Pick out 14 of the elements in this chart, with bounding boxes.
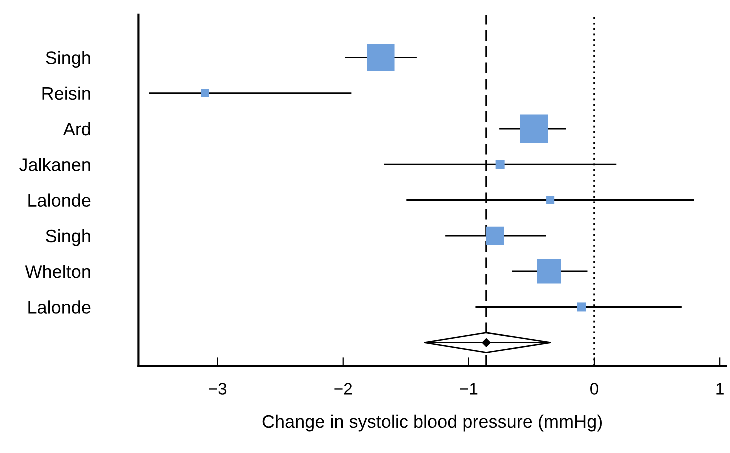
y-tick-label: Singh [46, 51, 90, 68]
x-axis-title: Change in systolic blood pressure (mmHg) [262, 414, 602, 432]
x-tick-label: −1 [460, 383, 478, 395]
x-tick-label: 0 [590, 383, 598, 395]
x-tick-label: 1 [716, 383, 724, 395]
y-tick-label: Reisin [42, 86, 90, 100]
y-tick-label: Ard [63, 122, 90, 136]
y-tick-label: Jalkanen [19, 158, 90, 172]
y-tick-label: Singh [46, 229, 90, 246]
y-tick-label: Lalonde [28, 300, 91, 314]
y-tick-label: Lalonde [28, 194, 91, 208]
x-tick-label: −2 [334, 383, 352, 395]
y-tick-label: Whelton [25, 265, 90, 278]
x-tick-label: −3 [209, 383, 227, 395]
